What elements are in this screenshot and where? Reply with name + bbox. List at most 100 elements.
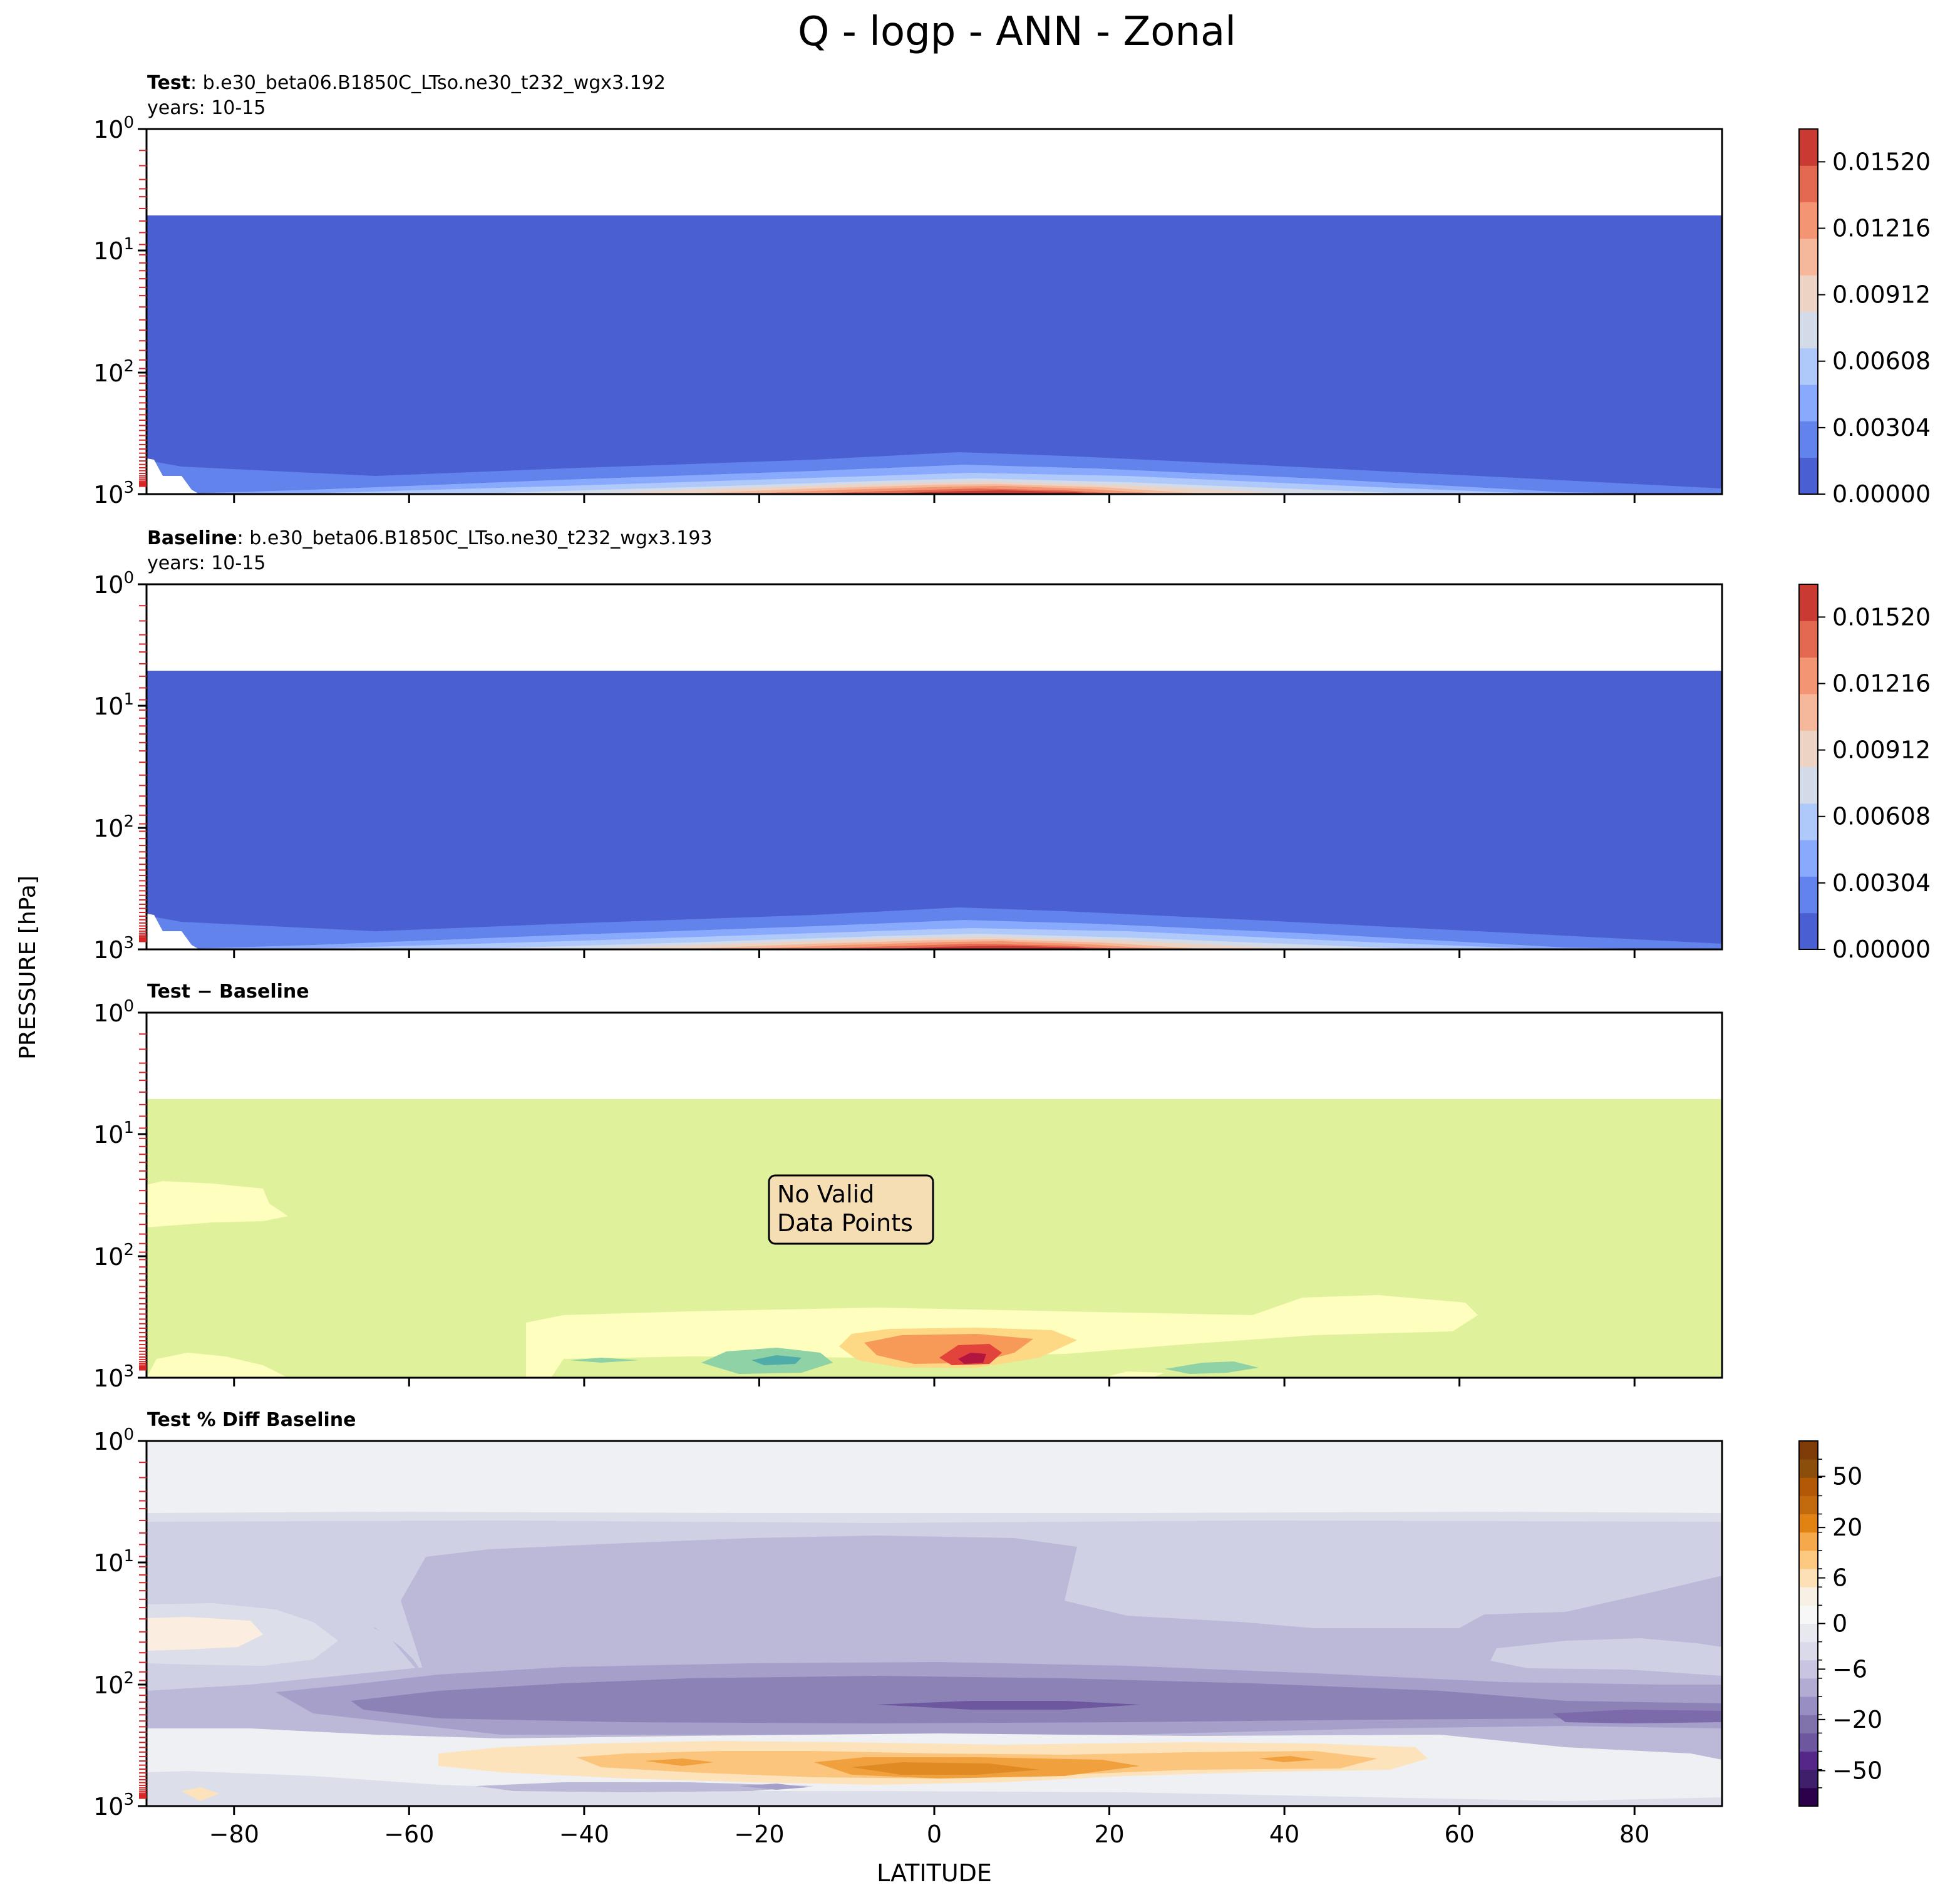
missing-data-region <box>147 458 200 494</box>
colorbar-segment <box>1799 421 1818 458</box>
panel-baseline-field <box>147 584 1722 949</box>
contour-orange-5 <box>645 1758 714 1766</box>
colorbar-tick-label: 0.00608 <box>1832 348 1931 375</box>
colorbar-segment <box>1799 457 1818 495</box>
panel-percent-diff: Test % Diff Baseline <box>93 1409 1723 1848</box>
shared-x-axis-label: LATITUDE <box>877 1859 992 1887</box>
colorbar-segment <box>1799 1477 1818 1496</box>
y-tick-label: 101 <box>93 1547 134 1577</box>
contour-orange-6 <box>1259 1756 1315 1762</box>
colorbar-segment <box>1799 693 1818 731</box>
colorbar-tick-label: 0.01216 <box>1832 669 1931 697</box>
y-tick-label: 101 <box>93 690 134 720</box>
y-tick-label: 102 <box>93 1241 134 1271</box>
x-tick-label: −20 <box>734 1820 784 1848</box>
contour-purple-small <box>476 1782 814 1792</box>
contour-teal-light-3 <box>1165 1361 1259 1374</box>
panel-percent-diff-title: Test % Diff Baseline <box>147 1409 356 1431</box>
contour-v5-mid <box>351 1676 1722 1723</box>
panel-difference-y-axis: 100 101 102 103 <box>93 997 147 1392</box>
contour-teal-1 <box>751 1355 802 1365</box>
y-tick-label: 103 <box>93 934 134 964</box>
y-tick-label: 103 <box>93 478 134 509</box>
panel-test: Test: b.e30_beta06.B1850C_LTso.ne30_t232… <box>93 72 1723 509</box>
colorbar-baseline: 0.00000 0.00304 0.00608 0.00912 0.01216 0.015… <box>1798 584 1931 963</box>
panel-difference-field <box>147 1013 1722 1378</box>
colorbar-tick-label: 0.00912 <box>1832 281 1931 309</box>
panel-percent-diff-y-axis: 100 101 102 103 <box>93 1425 147 1820</box>
colorbar-segment <box>1799 840 1818 877</box>
panel-difference: Test − Baseline No Valid Data Points <box>93 981 1723 1392</box>
colorbar-tick-label: 0.00000 <box>1832 480 1931 508</box>
colorbar-segment <box>1799 621 1818 658</box>
panel-baseline-title: Baseline: b.e30_beta06.B1850C_LTso.ne30_… <box>147 527 713 549</box>
contour-v6-strip-1 <box>877 1701 1140 1710</box>
panel-baseline-title-rest: : b.e30_beta06.B1850C_LTso.ne30_t232_wgx… <box>237 527 713 549</box>
panel-test-x-axis <box>233 494 1636 503</box>
panel-percent-diff-x-axis: −80 −60 −40 −20 0 20 40 60 80 <box>209 1806 1649 1848</box>
contour-darkred <box>958 1353 986 1364</box>
colorbar-segment <box>1799 129 1818 166</box>
y-tick-label: 102 <box>93 1669 134 1699</box>
x-tick-label: 80 <box>1619 1820 1649 1848</box>
colorbar-segment <box>1799 876 1818 914</box>
y-tick-label: 100 <box>93 569 134 599</box>
x-tick-label: 40 <box>1269 1820 1299 1848</box>
colorbar-segment <box>1799 1514 1818 1533</box>
colorbar-segment <box>1799 311 1818 349</box>
colorbar-segment <box>1799 1715 1818 1733</box>
contour-teal-light-2 <box>570 1358 639 1363</box>
y-tick-label: 103 <box>93 1790 134 1820</box>
panel-baseline: Baseline: b.e30_beta06.B1850C_LTso.ne30_… <box>93 527 1723 964</box>
panel-test-field <box>147 129 1722 494</box>
figure-title: Q - logp - ANN - Zonal <box>798 9 1236 55</box>
field-low-values <box>147 215 1722 494</box>
annotation-line-1: No Valid <box>777 1180 874 1208</box>
contour-light-bottom-right <box>1102 1371 1165 1378</box>
y-tick-label: 101 <box>93 1118 134 1149</box>
panel-baseline-subtitle: years: 10-15 <box>147 552 266 574</box>
colorbar-segment <box>1799 1569 1818 1588</box>
contour-orange-4 <box>852 1762 1039 1775</box>
y-tick-label: 100 <box>93 113 134 143</box>
colorbar-segment <box>1799 767 1818 804</box>
panel-test-subtitle: years: 10-15 <box>147 97 266 119</box>
colorbar-tick-label: 0.01216 <box>1832 214 1931 242</box>
no-valid-data-annotation: No Valid Data Points <box>768 1174 934 1245</box>
panel-test-model-levels <box>139 150 147 487</box>
colorbar-segment <box>1799 1441 1818 1460</box>
colorbar-segment <box>1799 1459 1818 1478</box>
contour-orange-left <box>147 1617 263 1651</box>
panel-test-title-rest: : b.e30_beta06.B1850C_LTso.ne30_t232_wgx… <box>190 72 666 94</box>
colorbar-tick-label: 6 <box>1832 1564 1847 1592</box>
colorbar-tick-label: 0.01520 <box>1832 148 1931 175</box>
panel-test-title-bold: Test <box>147 72 190 94</box>
colorbar-segment <box>1799 1587 1818 1606</box>
colorbar-segment <box>1799 803 1818 840</box>
colorbar-tick-label: 0.00912 <box>1832 736 1931 764</box>
colorbar-segment <box>1799 1696 1818 1715</box>
colorbar-segment <box>1799 730 1818 767</box>
panel-difference-title: Test − Baseline <box>147 981 309 1003</box>
colorbar-segment <box>1799 1641 1818 1661</box>
x-tick-label: −60 <box>384 1820 434 1848</box>
panel-percent-diff-model-levels <box>139 1462 147 1799</box>
colorbar-segment <box>1799 912 1818 950</box>
y-tick-label: 100 <box>93 997 134 1027</box>
annotation-line-2: Data Points <box>777 1209 913 1237</box>
colorbar-tick-label: 20 <box>1832 1514 1862 1541</box>
colorbar-tick-label: −6 <box>1832 1655 1867 1683</box>
colorbar-frame <box>1798 584 1818 950</box>
panel-baseline-x-axis <box>233 949 1636 958</box>
y-tick-label: 103 <box>93 1362 134 1392</box>
contour-purple-small-2 <box>739 1784 808 1790</box>
contour-light-left <box>147 1181 288 1227</box>
panel-baseline-title-bold: Baseline <box>147 527 237 549</box>
contour-light-left-bottom <box>147 1353 288 1378</box>
x-tick-label: 20 <box>1094 1820 1124 1848</box>
colorbar-segment <box>1799 1678 1818 1697</box>
contour-orange-small-left <box>182 1787 219 1801</box>
colorbar-segment <box>1799 1495 1818 1515</box>
colorbar-segment <box>1799 202 1818 239</box>
colorbar-tick-label: 50 <box>1832 1463 1862 1490</box>
